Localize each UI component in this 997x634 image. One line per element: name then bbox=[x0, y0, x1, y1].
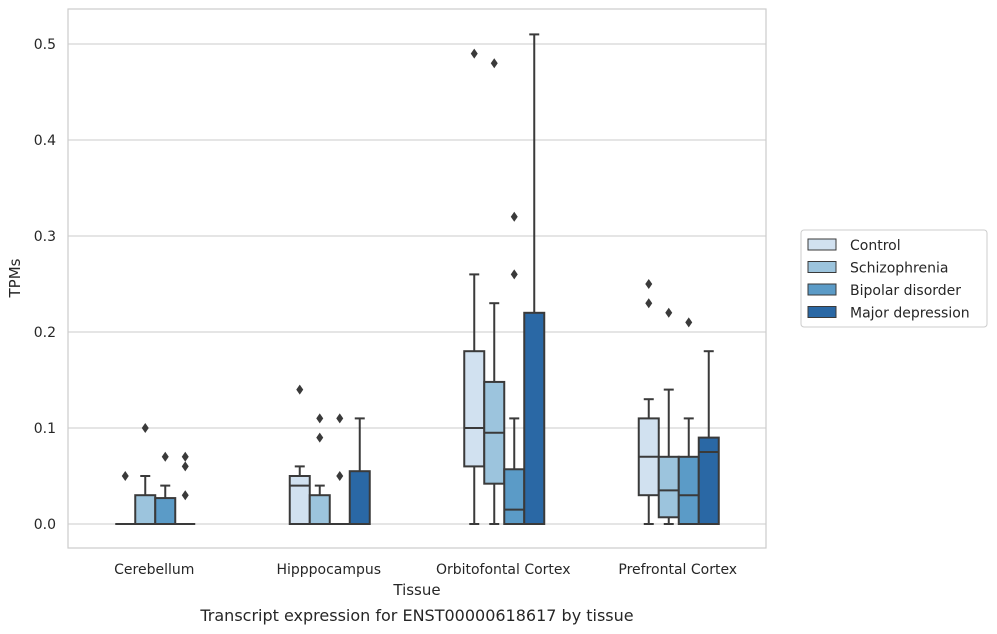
outlier-point bbox=[181, 490, 189, 501]
legend-label: Bipolar disorder bbox=[850, 283, 961, 299]
y-tick-label: 0.5 bbox=[34, 37, 56, 53]
legend-label: Schizophrenia bbox=[850, 261, 948, 277]
box-body bbox=[657, 455, 680, 519]
figure-caption: Transcript expression for ENST0000061861… bbox=[200, 606, 634, 625]
y-axis-label: TPMs bbox=[6, 258, 24, 298]
box-body bbox=[503, 468, 526, 525]
y-tick-labels: 0.0 0.1 0.2 0.3 0.4 0.5 bbox=[34, 37, 56, 533]
box-body bbox=[134, 494, 157, 526]
outlier-point bbox=[181, 451, 189, 462]
outlier-point bbox=[336, 413, 344, 424]
x-axis-label: Tissue bbox=[392, 581, 440, 599]
outlier-point bbox=[665, 307, 673, 318]
legend-swatch bbox=[807, 283, 837, 296]
box-major-depression bbox=[523, 33, 546, 525]
x-tick-label: Orbitofontal Cortex bbox=[436, 562, 571, 578]
legend-frame bbox=[800, 229, 988, 328]
box-body bbox=[308, 494, 331, 526]
outlier-point bbox=[645, 279, 653, 289]
outlier-point bbox=[161, 451, 169, 462]
outlier-point bbox=[141, 423, 149, 433]
y-tick-label: 0.0 bbox=[34, 517, 56, 533]
box-schizophrenia bbox=[308, 413, 331, 526]
legend-label: Major depression bbox=[850, 306, 970, 322]
outlier-point bbox=[470, 48, 478, 59]
box-body bbox=[677, 455, 700, 525]
outlier-point bbox=[510, 269, 518, 280]
x-tick-label: Cerebellum bbox=[114, 562, 194, 578]
box-bipolar-disorder bbox=[154, 451, 177, 525]
y-tick-label: 0.3 bbox=[34, 229, 56, 245]
box-body bbox=[348, 470, 371, 526]
outlier-point bbox=[316, 413, 324, 424]
x-tick-label: Hipppocampus bbox=[276, 562, 381, 578]
box-control bbox=[288, 384, 311, 525]
box-major-depression bbox=[175, 451, 196, 525]
legend: Control Schizophrenia Bipolar disorder Majo… bbox=[800, 229, 988, 328]
x-tick-label: Prefrontal Cortex bbox=[618, 562, 737, 578]
outlier-point bbox=[121, 471, 129, 481]
y-tick-label: 0.1 bbox=[34, 421, 56, 437]
box-groups bbox=[115, 33, 720, 526]
legend-swatch bbox=[807, 306, 837, 318]
y-tick-label: 0.4 bbox=[34, 133, 56, 149]
box-control bbox=[115, 471, 136, 525]
box-schizophrenia bbox=[134, 423, 157, 526]
outlier-point bbox=[645, 298, 653, 309]
x-tick-labels: Cerebellum Hipppocampus Orbitofontal Corte… bbox=[114, 562, 737, 578]
box-schizophrenia bbox=[483, 58, 506, 525]
outlier-point bbox=[296, 384, 304, 395]
box-body bbox=[154, 497, 177, 525]
box-bipolar-disorder bbox=[677, 317, 700, 525]
box-control bbox=[463, 48, 486, 525]
box-body bbox=[697, 436, 720, 526]
box-body bbox=[523, 311, 546, 525]
outlier-point bbox=[181, 461, 189, 472]
legend-swatch bbox=[807, 261, 837, 273]
outlier-point bbox=[336, 471, 344, 481]
box-body bbox=[463, 350, 486, 468]
plot-frame bbox=[67, 8, 767, 549]
box-control bbox=[637, 279, 660, 525]
box-major-depression bbox=[348, 417, 371, 526]
outlier-point bbox=[685, 317, 693, 328]
box-body bbox=[288, 475, 311, 525]
legend-label: Control bbox=[850, 238, 901, 254]
outlier-point bbox=[316, 432, 324, 443]
box-bipolar-disorder bbox=[329, 413, 350, 525]
y-tick-label: 0.2 bbox=[34, 325, 56, 341]
legend-swatch bbox=[807, 238, 837, 251]
box-major-depression bbox=[697, 350, 720, 526]
outlier-point bbox=[490, 58, 498, 69]
outlier-point bbox=[510, 211, 518, 222]
